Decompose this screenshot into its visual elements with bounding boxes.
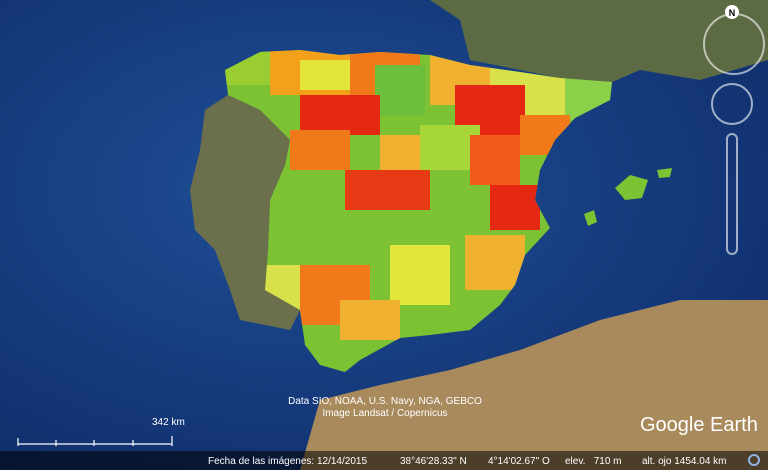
attribution: Data SIO, NOAA, U.S. Navy, NGA, GEBCO bbox=[288, 396, 482, 407]
scale-bar bbox=[17, 436, 173, 446]
attribution: Image Landsat / Copernicus bbox=[322, 408, 447, 419]
compass-label: N bbox=[729, 8, 736, 18]
menorca bbox=[657, 168, 672, 178]
status-bar bbox=[0, 451, 768, 470]
imagery-date: Fecha de las imágenes: 12/14/2015 bbox=[208, 456, 367, 467]
latitude: 38°46'28.33" N bbox=[400, 456, 467, 467]
eye-altitude: alt. ojo 1454.04 km bbox=[642, 456, 727, 467]
region bbox=[470, 135, 520, 185]
mallorca bbox=[615, 175, 648, 200]
zoom-slider[interactable] bbox=[726, 133, 738, 255]
africa-land bbox=[300, 300, 768, 470]
portugal-land bbox=[190, 95, 300, 330]
ibiza bbox=[584, 210, 597, 226]
france-land bbox=[430, 0, 768, 82]
scale-label: 342 km bbox=[152, 417, 185, 428]
logo: Google Earth bbox=[640, 414, 758, 436]
region bbox=[290, 130, 350, 170]
move-control[interactable] bbox=[711, 83, 753, 125]
region bbox=[490, 185, 540, 230]
region bbox=[345, 170, 430, 210]
streaming-indicator bbox=[748, 454, 760, 466]
elevation: elev. 710 m bbox=[565, 456, 622, 467]
region bbox=[340, 300, 400, 340]
region bbox=[375, 65, 425, 115]
longitude: 4°14'02.67" O bbox=[488, 456, 550, 467]
region bbox=[390, 245, 450, 305]
compass-badge[interactable] bbox=[725, 5, 739, 19]
region bbox=[465, 235, 525, 290]
region bbox=[300, 95, 380, 135]
